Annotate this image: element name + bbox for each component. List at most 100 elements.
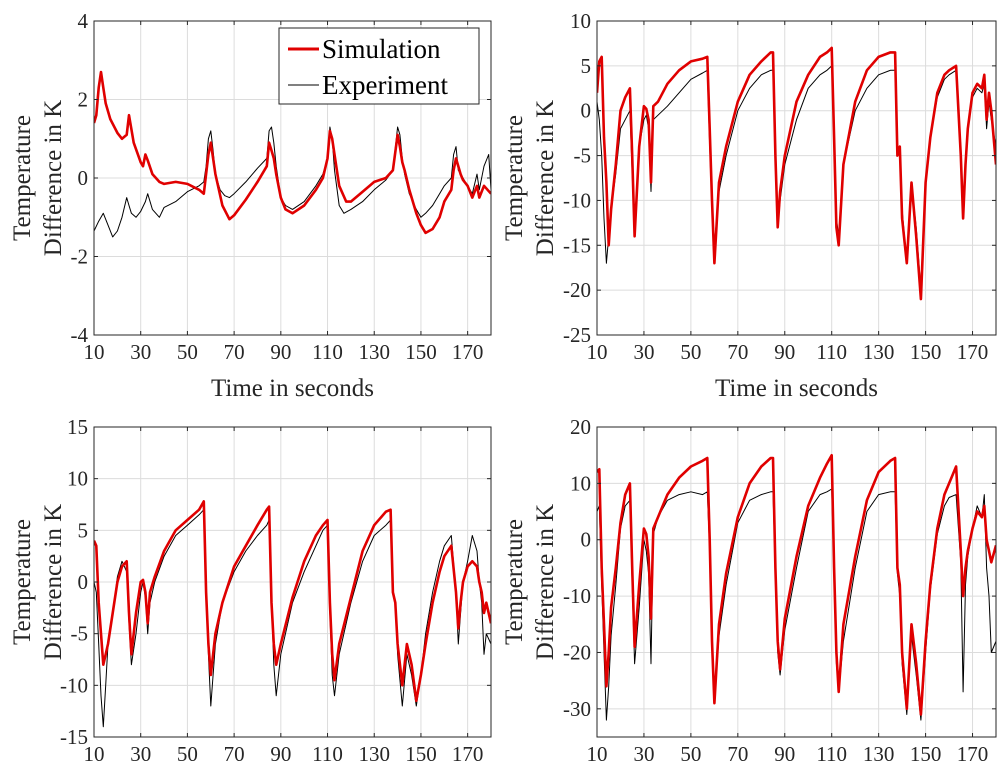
plot-area	[597, 21, 996, 335]
x-tick-label: 70	[727, 742, 748, 766]
y-axis-label-line: Difference in K	[40, 504, 67, 660]
x-tick-label: 50	[680, 742, 701, 766]
x-tick-label: 30	[130, 340, 151, 364]
x-tick-label: 150	[405, 340, 437, 364]
x-tick-label: 30	[633, 340, 654, 364]
x-tick-label: 50	[177, 340, 198, 364]
x-tick-label: 150	[405, 742, 437, 766]
x-axis-label: Time in seconds	[715, 375, 878, 402]
x-tick-label: 30	[130, 742, 151, 766]
legend: Simulation Experiment	[278, 27, 480, 105]
y-tick-label: -5	[574, 144, 592, 168]
x-tick-label: 110	[816, 742, 847, 766]
x-tick-label: 90	[774, 742, 795, 766]
y-axis-label: Temperature Difference in K	[9, 504, 67, 660]
x-tick-label: 130	[863, 340, 895, 364]
y-tick-label: -20	[563, 640, 591, 664]
y-tick-label: -10	[60, 673, 88, 697]
y-tick-label: 0	[581, 528, 592, 552]
x-tick-label: 150	[910, 340, 942, 364]
y-tick-label: -15	[60, 725, 88, 749]
legend-label-simulation: Simulation	[322, 34, 441, 64]
x-tick-label: 70	[224, 340, 245, 364]
series-group	[597, 46, 996, 301]
y-tick-label: -4	[71, 323, 89, 347]
series-line-simulation	[597, 453, 996, 716]
y-axis-label-line: Temperature	[9, 115, 36, 241]
x-tick-label: 10	[587, 742, 608, 766]
y-axis-label-line: Temperature	[501, 115, 528, 241]
x-tick-label: 90	[774, 340, 795, 364]
y-tick-label: -15	[563, 233, 591, 257]
x-tick-label: 170	[452, 340, 484, 364]
y-tick-label: 4	[78, 9, 89, 33]
axes-frame	[596, 20, 997, 336]
x-tick-label: 170	[957, 340, 989, 364]
x-tick-label: 70	[224, 742, 245, 766]
x-axis-label: Time in seconds	[211, 375, 374, 402]
y-tick-label: 15	[67, 415, 88, 439]
y-tick-label: -2	[71, 245, 89, 269]
x-tick-label: 30	[633, 742, 654, 766]
series-line-experiment	[94, 126, 491, 238]
y-tick-label: -5	[71, 622, 89, 646]
series-line-experiment	[94, 509, 491, 728]
y-tick-label: -10	[563, 584, 591, 608]
chart-bottom-left: 10 30 50 70 90 110 130 150 170 -15 -10 -5 0 5 10 15 Temp…	[9, 415, 492, 766]
x-tick-label: 10	[587, 340, 608, 364]
x-tick-label: 90	[270, 742, 291, 766]
chart-bottom-right: 10 30 50 70 90 110 130 150 170 -30 -20 -10 0 10 20 Temp…	[501, 415, 997, 766]
y-tick-label: 10	[67, 467, 88, 491]
y-tick-label: 5	[78, 518, 89, 542]
chart-top-right: 10 30 50 70 90 110 130 150 170 -25 -20 -15 -10 -5 0 5 10…	[501, 9, 997, 402]
y-tick-label: 0	[78, 570, 89, 594]
x-tick-label: 150	[910, 742, 942, 766]
y-tick-label: 0	[581, 99, 592, 123]
x-tick-label: 130	[358, 340, 390, 364]
series-line-simulation	[597, 46, 996, 301]
x-tick-label: 10	[84, 340, 105, 364]
y-tick-label: 2	[78, 88, 89, 112]
y-tick-label: -20	[563, 278, 591, 302]
y-axis-label-line: Temperature	[9, 519, 36, 645]
y-axis-label: Temperature Difference in K	[501, 100, 559, 256]
y-tick-label: 20	[570, 415, 591, 439]
x-tick-label: 70	[727, 340, 748, 364]
y-tick-label: -10	[563, 188, 591, 212]
y-tick-label: -30	[563, 697, 591, 721]
y-tick-label: 5	[581, 54, 592, 78]
x-tick-label: 50	[177, 742, 198, 766]
series-line-simulation	[94, 70, 491, 235]
y-axis-label-line: Temperature	[501, 519, 528, 645]
x-tick-label: 50	[680, 340, 701, 364]
y-axis-label-line: Difference in K	[532, 100, 559, 256]
series-group	[597, 453, 996, 721]
x-tick-label: 170	[452, 742, 484, 766]
x-tick-label: 130	[358, 742, 390, 766]
y-tick-label: -25	[563, 323, 591, 347]
y-axis-label-line: Difference in K	[40, 100, 67, 256]
x-tick-label: 170	[957, 742, 989, 766]
y-axis-label: Temperature Difference in K	[501, 504, 559, 660]
series-line-experiment	[597, 488, 996, 721]
y-tick-label: 10	[570, 471, 591, 495]
y-tick-label: 0	[78, 166, 89, 190]
chart-top-left: 10 30 50 70 90 110 130 150 170 -4 -2 0 2 4 Time in sec…	[9, 9, 492, 402]
axes-frame	[596, 426, 997, 738]
series-line-simulation	[94, 500, 491, 703]
y-axis-label-line: Difference in K	[532, 504, 559, 660]
x-tick-label: 10	[84, 742, 105, 766]
legend-box	[278, 27, 480, 105]
plot-area	[597, 427, 996, 737]
x-tick-label: 110	[312, 340, 343, 364]
series-group	[94, 70, 491, 238]
x-tick-label: 130	[863, 742, 895, 766]
x-tick-label: 90	[270, 340, 291, 364]
legend-label-experiment: Experiment	[322, 70, 448, 100]
y-tick-label: 10	[570, 9, 591, 33]
series-group	[94, 500, 491, 728]
x-tick-label: 110	[816, 340, 847, 364]
x-tick-label: 110	[312, 742, 343, 766]
y-axis-label: Temperature Difference in K	[9, 100, 67, 256]
